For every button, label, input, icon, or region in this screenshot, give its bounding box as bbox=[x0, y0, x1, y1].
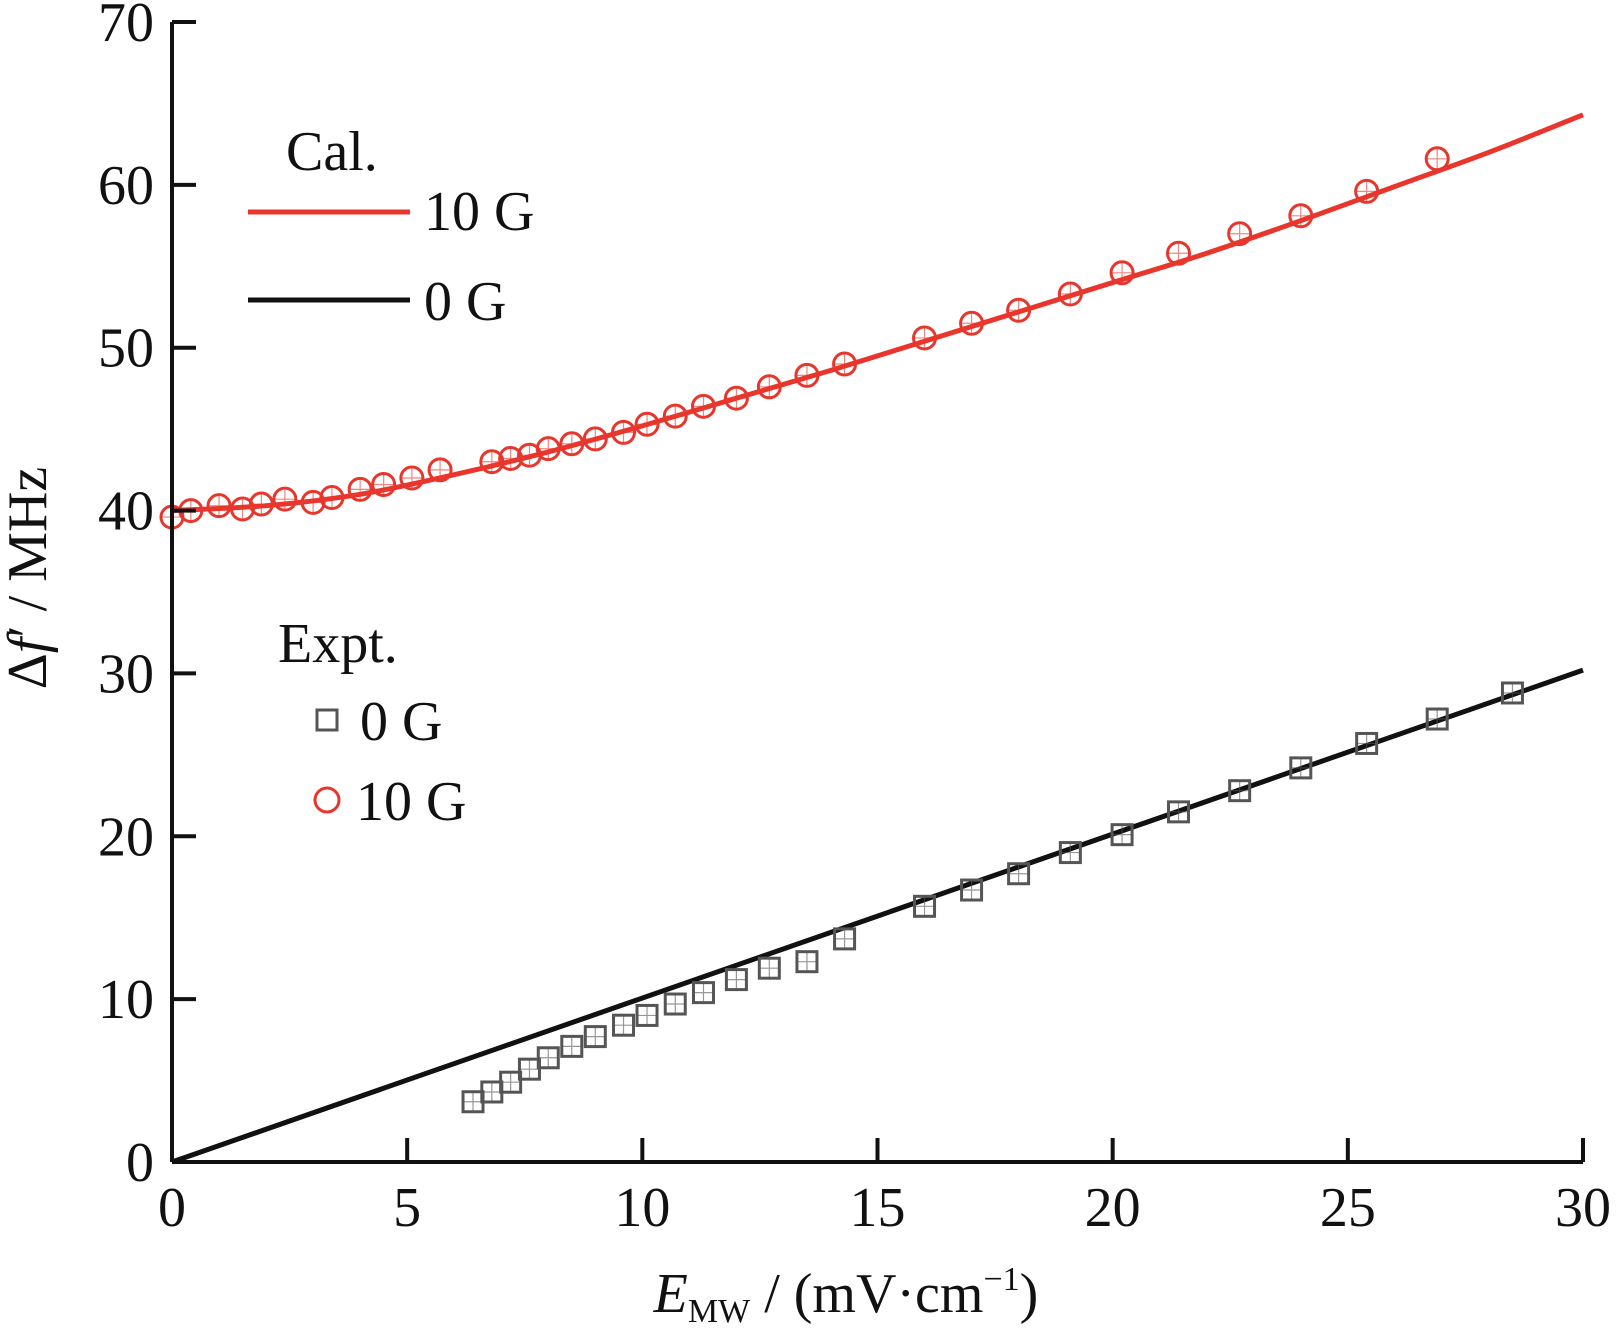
y-tick-label: 40 bbox=[98, 481, 154, 543]
expt-0g-point bbox=[635, 1003, 659, 1027]
expt-0g-point bbox=[1110, 823, 1134, 847]
expt-0g-point bbox=[757, 956, 781, 980]
y-tick-label: 10 bbox=[98, 969, 154, 1031]
expt-0g-point bbox=[499, 1070, 523, 1094]
legend-cal-heading: Cal. bbox=[286, 121, 378, 183]
expt-10g-point bbox=[1006, 297, 1032, 323]
expt-10g-point bbox=[1288, 203, 1314, 229]
x-tick-label: 30 bbox=[1555, 1177, 1611, 1239]
expt-0g-point bbox=[913, 894, 937, 918]
expt-10g-point bbox=[399, 465, 425, 491]
expt-0g-point bbox=[663, 992, 687, 1016]
expt-10g-point bbox=[559, 431, 585, 457]
y-tick-label: 0 bbox=[126, 1132, 154, 1194]
expt-0g-point bbox=[1289, 756, 1313, 780]
y-axis-title: Δf′ / MHz bbox=[0, 467, 59, 689]
expt-10g-point bbox=[535, 436, 561, 462]
expt-0g-point bbox=[960, 878, 984, 902]
expt-10g-point bbox=[347, 476, 373, 502]
expt-0g-point bbox=[833, 927, 857, 951]
x-tick-label: 5 bbox=[393, 1177, 421, 1239]
expt-0g-point bbox=[1007, 862, 1031, 886]
cal-0g-line bbox=[171, 667, 1584, 1165]
expt-10g-point bbox=[1424, 146, 1450, 172]
x-tick-label: 0 bbox=[158, 1177, 186, 1239]
x-tick-label: 10 bbox=[614, 1177, 670, 1239]
y-tick-label: 70 bbox=[98, 0, 154, 54]
expt-0g-point bbox=[1355, 731, 1379, 755]
expt-0g-point bbox=[1425, 707, 1449, 731]
expt-10g-point bbox=[723, 385, 749, 411]
legend-expt-0g-label: 0 G bbox=[360, 691, 442, 753]
expt-0g-point bbox=[517, 1057, 541, 1081]
legend-circle-marker bbox=[313, 786, 341, 814]
expt-10g-point bbox=[1166, 240, 1192, 266]
legend-cal-0g-label: 0 G bbox=[424, 271, 506, 333]
y-tick-label: 60 bbox=[98, 155, 154, 217]
expt-10g-point bbox=[611, 419, 637, 445]
y-tick-label: 50 bbox=[98, 318, 154, 380]
expt-10g-point bbox=[634, 411, 660, 437]
cal-10g-line bbox=[171, 112, 1584, 514]
ticks: 0 5 10 15 20 25 30 0 10 20 30 40 50 60 70 bbox=[98, 0, 1611, 1239]
expt-10g-point bbox=[300, 489, 326, 515]
legend-cal-10g-label: 10 G bbox=[424, 181, 534, 243]
legend-cal: Cal. 10 G 0 G bbox=[248, 121, 534, 333]
expt-0g-point bbox=[1228, 779, 1252, 803]
plot-marks bbox=[159, 112, 1584, 1165]
expt-0g-point bbox=[583, 1025, 607, 1049]
expt-0g-point bbox=[612, 1013, 636, 1037]
expt-10g-point bbox=[912, 325, 938, 351]
expt-10g-point bbox=[272, 486, 298, 512]
expt-10g-point bbox=[498, 445, 524, 471]
y-tick-label: 20 bbox=[98, 806, 154, 868]
expt-0g-point bbox=[461, 1090, 485, 1114]
expt-0g-point bbox=[795, 950, 819, 974]
expt-10g-point bbox=[230, 496, 256, 522]
expt-0g-point bbox=[691, 981, 715, 1005]
x-axis-title: EMW / (mV·cm−1) bbox=[653, 1261, 1039, 1330]
expt-10g-point bbox=[371, 472, 397, 498]
expt-0g-point bbox=[724, 968, 748, 992]
expt-0g-point bbox=[560, 1034, 584, 1058]
expt-10g-point bbox=[756, 374, 782, 400]
expt-0g-point bbox=[1058, 841, 1082, 865]
legend-expt-heading: Expt. bbox=[278, 613, 398, 675]
x-tick-label: 15 bbox=[850, 1177, 906, 1239]
expt-0g-point bbox=[1167, 800, 1191, 824]
expt-10g-point bbox=[1227, 221, 1253, 247]
expt-10g-point bbox=[959, 310, 985, 336]
legend-expt-10g-label: 10 G bbox=[356, 771, 466, 833]
expt-0g-point bbox=[480, 1080, 504, 1104]
expt-10g-point bbox=[1354, 178, 1380, 204]
expt-10g-point bbox=[319, 485, 345, 511]
expt-0g-point bbox=[536, 1046, 560, 1070]
expt-10g-point bbox=[690, 393, 716, 419]
legend-expt: Expt. 0 G 10 G bbox=[278, 613, 466, 833]
expt-10g-point bbox=[1057, 281, 1083, 307]
legend-square-marker bbox=[315, 708, 339, 732]
expt-10g-point bbox=[248, 491, 274, 517]
expt-10g-point bbox=[1109, 260, 1135, 286]
expt-10g-point bbox=[582, 426, 608, 452]
expt-10g-point bbox=[427, 457, 453, 483]
expt-10g-point bbox=[794, 362, 820, 388]
expt-10g-point bbox=[832, 351, 858, 377]
expt-10g-point bbox=[206, 493, 232, 519]
expt-10g-point bbox=[662, 403, 688, 429]
expt-10g-point bbox=[479, 449, 505, 475]
expt-0g-point bbox=[1500, 681, 1524, 705]
y-tick-label: 30 bbox=[98, 643, 154, 705]
x-tick-label: 25 bbox=[1320, 1177, 1376, 1239]
x-tick-label: 20 bbox=[1085, 1177, 1141, 1239]
